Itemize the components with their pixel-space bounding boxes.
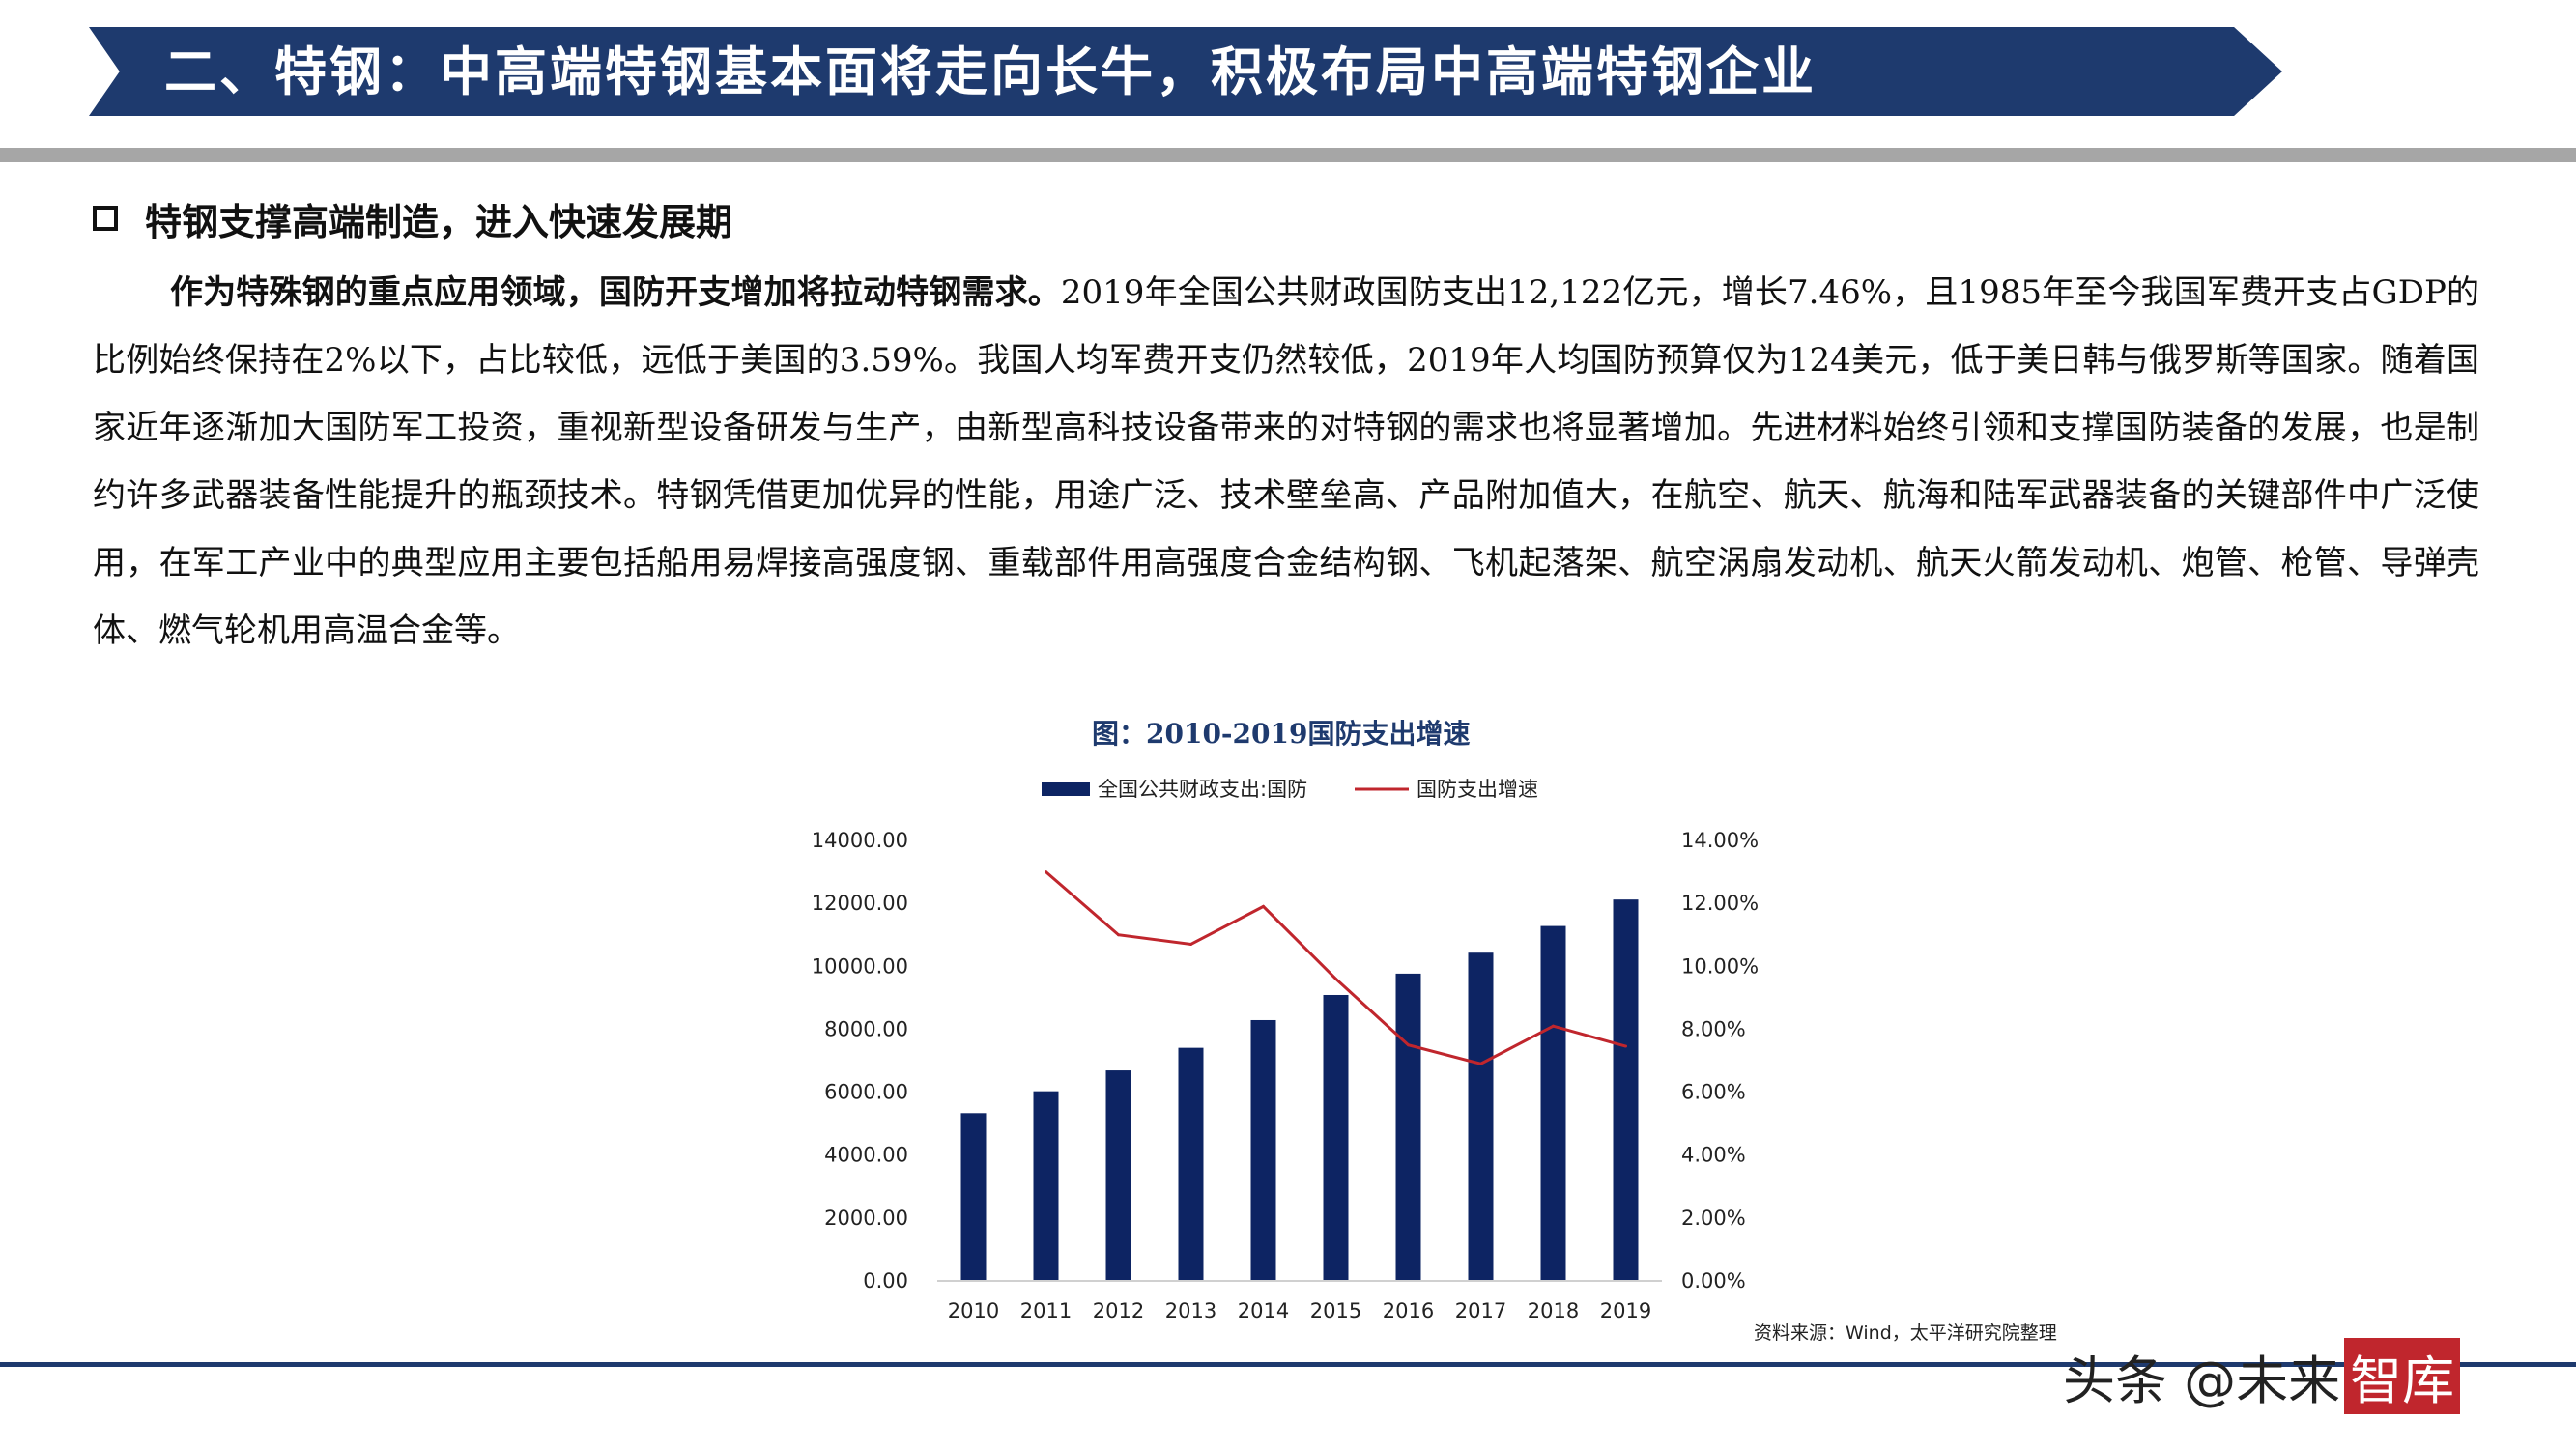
left-tick-label: 2000.00 — [824, 1207, 908, 1230]
footer-divider — [0, 1362, 2576, 1367]
chart-title: 图：2010-2019国防支出增速 — [1092, 718, 1471, 750]
bar — [1395, 973, 1421, 1281]
header-divider — [0, 148, 2576, 162]
section-heading: 特钢支撑高端制造，进入快速发展期 — [93, 191, 732, 245]
right-tick-label: 10.00% — [1681, 954, 1759, 978]
left-tick-label: 8000.00 — [824, 1017, 908, 1040]
x-tick-label: 2018 — [1528, 1299, 1579, 1322]
bar — [1323, 994, 1349, 1281]
right-tick-label: 6.00% — [1681, 1081, 1746, 1104]
growth-point — [1117, 933, 1120, 937]
legend-swatch-bars — [1042, 782, 1090, 796]
growth-point — [1407, 1043, 1410, 1047]
bar — [960, 1113, 987, 1281]
growth-point — [1189, 942, 1192, 946]
section-heading-text: 特钢支撑高端制造，进入快速发展期 — [145, 199, 733, 243]
left-tick-label: 0.00 — [863, 1269, 908, 1293]
legend-label-bars: 全国公共财政支出:国防 — [1098, 778, 1307, 801]
page-title: 二、特钢：中高端特钢基本面将走向长牛，积极布局中高端特钢企业 — [164, 41, 1817, 102]
body-lead-text: 作为特殊钢的重点应用领域，国防开支增加将拉动特钢需求。 — [170, 273, 1061, 312]
left-tick-label: 14000.00 — [812, 829, 908, 852]
watermark-prefix: 头条 @未来 — [2063, 1350, 2341, 1411]
x-tick-label: 2010 — [948, 1299, 999, 1322]
bar — [1105, 1070, 1131, 1281]
right-tick-label: 12.00% — [1681, 892, 1759, 915]
x-tick-label: 2019 — [1600, 1299, 1651, 1322]
right-tick-label: 8.00% — [1681, 1017, 1746, 1040]
bar — [1468, 952, 1494, 1281]
right-tick-label: 0.00% — [1681, 1269, 1746, 1293]
bar — [1250, 1019, 1276, 1281]
left-tick-label: 12000.00 — [812, 892, 908, 915]
x-tick-label: 2013 — [1165, 1299, 1216, 1322]
bar — [1178, 1047, 1204, 1281]
x-tick-label: 2012 — [1093, 1299, 1144, 1322]
watermark-box: 智库 — [2344, 1338, 2461, 1414]
x-tick-label: 2016 — [1383, 1299, 1434, 1322]
bar — [1033, 1091, 1059, 1281]
body-paragraph: 作为特殊钢的重点应用领域，国防开支增加将拉动特钢需求。2019年全国公共财政国防… — [93, 259, 2479, 665]
title-banner — [89, 27, 2282, 116]
x-tick-label: 2017 — [1455, 1299, 1506, 1322]
bar — [1613, 899, 1639, 1281]
growth-point — [1262, 904, 1265, 908]
x-tick-label: 2011 — [1020, 1299, 1072, 1322]
watermark: 头条 @未来 智库 — [2063, 1338, 2461, 1414]
right-tick-label: 4.00% — [1681, 1144, 1746, 1167]
left-tick-label: 10000.00 — [812, 954, 908, 978]
growth-point — [1334, 977, 1337, 980]
bar — [1540, 925, 1566, 1281]
growth-point — [1552, 1024, 1555, 1028]
legend-label-line: 国防支出增速 — [1417, 778, 1538, 801]
growth-point — [1045, 870, 1047, 874]
growth-point — [1624, 1044, 1627, 1048]
source-note: 资料来源：Wind，太平洋研究院整理 — [1754, 1322, 2057, 1344]
x-tick-label: 2015 — [1310, 1299, 1361, 1322]
x-tick-label: 2014 — [1238, 1299, 1289, 1322]
growth-point — [1479, 1062, 1482, 1065]
body-text: 2019年全国公共财政国防支出12,122亿元，增长7.46%，且1985年至今… — [93, 273, 2480, 650]
right-tick-label: 14.00% — [1681, 829, 1759, 852]
left-tick-label: 6000.00 — [824, 1081, 908, 1104]
square-bullet-icon — [93, 206, 118, 231]
defense-spending-chart: 全国公共财政支出:国防 国防支出增速 0.00 2000.00 4000.00 6000.… — [812, 778, 1759, 1322]
left-tick-label: 4000.00 — [824, 1144, 908, 1167]
right-tick-label: 2.00% — [1681, 1207, 1746, 1230]
